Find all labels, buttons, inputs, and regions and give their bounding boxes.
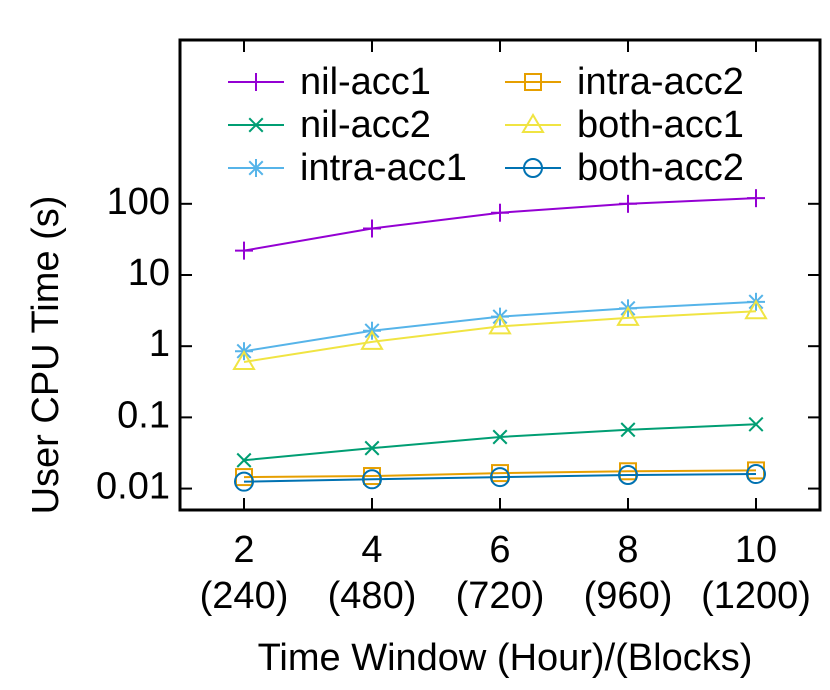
point (618, 465, 638, 486)
marker-stroke (232, 350, 256, 370)
marker-stroke (234, 471, 254, 492)
marker-stroke (523, 158, 543, 178)
x-tick-label: 8 (617, 529, 638, 571)
y-tick-label: 100 (107, 181, 170, 223)
marker-stroke (248, 160, 264, 176)
point (362, 469, 382, 490)
marker-stroke (360, 329, 384, 350)
point (491, 203, 509, 222)
point (488, 314, 512, 335)
marker-stroke (236, 452, 252, 468)
marker-stroke (490, 467, 510, 488)
x-axis-label: Time Window (Hour)/(Blocks) (258, 637, 753, 679)
marker-stroke (746, 464, 766, 485)
point (747, 189, 765, 208)
legend-marker (247, 159, 265, 177)
x-tick-sublabel: (240) (200, 575, 289, 617)
series-line (243, 473, 757, 483)
legend-marker (524, 73, 542, 91)
marker-stroke (521, 113, 545, 133)
x-tick-label: 10 (735, 529, 777, 571)
marker-stroke (748, 416, 764, 432)
marker-stroke (618, 465, 638, 486)
y-tick-label: 10 (128, 252, 170, 294)
marker-stroke (364, 440, 380, 456)
x-tick-label: 4 (361, 529, 382, 571)
x-tick-sublabel: (960) (584, 575, 673, 617)
y-tick-label: 1 (149, 323, 170, 365)
series-line (243, 310, 757, 363)
point (235, 241, 253, 260)
point (492, 429, 508, 445)
legend-label: nil-acc2 (300, 104, 431, 146)
legend-marker (523, 158, 543, 178)
point (363, 219, 381, 238)
point (620, 422, 636, 438)
x-tick-sublabel: (720) (456, 575, 545, 617)
marker-stroke (492, 429, 508, 445)
series-line (243, 469, 757, 479)
point (236, 452, 252, 468)
marker-stroke (248, 117, 264, 133)
point (234, 471, 254, 492)
x-tick-label: 2 (233, 529, 254, 571)
x-tick-label: 6 (489, 529, 510, 571)
plot-frame (178, 38, 822, 512)
marker-stroke (620, 422, 636, 438)
legend-label: both-acc1 (577, 104, 744, 146)
point (744, 299, 768, 320)
point (746, 464, 766, 485)
x-tick-sublabel: (480) (328, 575, 417, 617)
point (232, 350, 256, 370)
marker-stroke (524, 73, 542, 91)
series-line (243, 423, 757, 462)
marker-stroke (616, 305, 640, 326)
legend-marker (521, 113, 545, 133)
y-axis-label: User CPU Time (s) (25, 196, 67, 515)
marker-stroke (488, 314, 512, 335)
legend-marker (248, 117, 264, 133)
y-tick-label: 0.01 (96, 466, 170, 508)
point (616, 305, 640, 326)
legend-label: both-acc2 (577, 147, 744, 189)
legend-marker (247, 73, 265, 91)
point (364, 440, 380, 456)
point (360, 329, 384, 350)
point (748, 416, 764, 432)
y-tick-label: 0.1 (117, 394, 170, 436)
legend-label: intra-acc1 (300, 147, 467, 189)
point (619, 194, 637, 213)
legend-label: nil-acc1 (300, 61, 431, 103)
marker-stroke (362, 469, 382, 490)
x-tick-sublabel: (1200) (701, 575, 811, 617)
legend-label: intra-acc2 (577, 61, 744, 103)
marker-stroke (744, 299, 768, 320)
point (490, 467, 510, 488)
